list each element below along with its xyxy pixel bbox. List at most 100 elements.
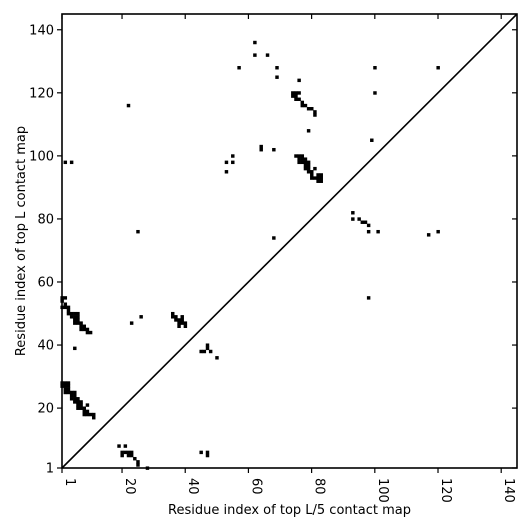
contact-point bbox=[294, 97, 298, 101]
x-tick-label: 80 bbox=[312, 478, 327, 495]
contact-point bbox=[66, 381, 71, 385]
x-tick-label: 140 bbox=[501, 478, 516, 503]
contact-point bbox=[237, 66, 241, 70]
contact-point bbox=[370, 138, 374, 142]
contact-point bbox=[63, 160, 68, 165]
contact-point bbox=[426, 233, 431, 237]
contact-point bbox=[357, 217, 361, 221]
contact-point bbox=[174, 315, 178, 319]
contact-point bbox=[66, 311, 71, 316]
contact-point bbox=[259, 147, 263, 152]
contact-point bbox=[85, 403, 90, 407]
contact-point bbox=[79, 400, 83, 404]
contact-point bbox=[79, 327, 83, 332]
contact-point bbox=[82, 324, 86, 328]
contact-point bbox=[183, 321, 188, 325]
y-tick-label: 1 bbox=[46, 462, 54, 477]
contact-point bbox=[76, 397, 80, 401]
contact-point bbox=[300, 103, 305, 108]
contact-point bbox=[123, 450, 128, 455]
contact-point bbox=[316, 176, 320, 180]
contact-point bbox=[66, 308, 71, 313]
contact-point bbox=[306, 166, 311, 171]
contact-point bbox=[73, 393, 77, 398]
contact-point bbox=[136, 463, 140, 467]
contact-point bbox=[69, 390, 74, 395]
contact-point bbox=[199, 450, 203, 455]
contact-point bbox=[208, 349, 213, 354]
contact-point bbox=[88, 412, 93, 417]
contact-point bbox=[66, 305, 71, 310]
contact-point bbox=[205, 450, 210, 455]
contact-point bbox=[231, 154, 235, 158]
diagonal-line bbox=[61, 13, 518, 469]
contact-point bbox=[306, 107, 311, 111]
contact-point bbox=[253, 40, 257, 45]
contact-point bbox=[126, 450, 131, 455]
contact-point bbox=[303, 157, 308, 161]
contact-point bbox=[297, 154, 301, 158]
contact-point bbox=[73, 321, 77, 325]
contact-point bbox=[73, 318, 77, 322]
contact-point bbox=[82, 409, 86, 414]
contact-markers bbox=[60, 40, 440, 470]
y-axis-label: Residue index of top L contact map bbox=[14, 126, 29, 356]
contact-point bbox=[174, 318, 178, 322]
contact-point bbox=[85, 412, 90, 417]
x-tick-label: 100 bbox=[375, 478, 390, 503]
contact-point bbox=[85, 409, 90, 414]
contact-point bbox=[373, 91, 377, 95]
contact-point bbox=[300, 157, 305, 161]
contact-point bbox=[205, 453, 210, 458]
contact-point bbox=[300, 100, 305, 105]
contact-point bbox=[297, 91, 301, 95]
contact-point bbox=[313, 176, 317, 180]
contact-point bbox=[63, 381, 68, 385]
contact-point bbox=[306, 129, 311, 133]
contact-point bbox=[275, 66, 279, 70]
contact-point bbox=[205, 343, 210, 347]
contact-point bbox=[82, 412, 86, 417]
contact-point bbox=[306, 163, 311, 168]
contact-point bbox=[129, 450, 134, 455]
contact-point bbox=[436, 66, 440, 70]
contact-point bbox=[313, 113, 317, 117]
contact-point bbox=[253, 53, 257, 57]
contact-point bbox=[215, 356, 219, 360]
contact-point bbox=[79, 321, 83, 325]
contact-point bbox=[63, 302, 68, 306]
contact-point bbox=[297, 78, 301, 83]
contact-point bbox=[79, 406, 83, 410]
contact-point bbox=[73, 390, 77, 395]
contact-point bbox=[303, 103, 308, 108]
contact-point bbox=[180, 318, 184, 322]
contact-point bbox=[177, 324, 181, 328]
contact-point bbox=[224, 170, 229, 174]
contact-point bbox=[319, 176, 323, 180]
contact-point bbox=[129, 321, 134, 325]
contact-point bbox=[351, 217, 355, 221]
contact-point bbox=[76, 315, 80, 319]
contact-point bbox=[202, 349, 207, 354]
contact-point bbox=[63, 305, 68, 310]
contact-point bbox=[300, 160, 305, 165]
contact-point bbox=[76, 403, 80, 407]
contact-point bbox=[436, 229, 440, 234]
contact-point bbox=[300, 154, 305, 158]
contact-point bbox=[297, 97, 301, 101]
contact-point bbox=[139, 315, 143, 319]
contact-point bbox=[73, 346, 77, 351]
contact-point bbox=[272, 236, 276, 240]
contact-point bbox=[316, 173, 320, 177]
contact-point bbox=[117, 444, 121, 448]
contact-point bbox=[69, 160, 74, 165]
contact-point bbox=[66, 390, 71, 395]
contact-point bbox=[199, 349, 203, 354]
contact-point bbox=[171, 311, 175, 316]
contact-point bbox=[310, 176, 314, 180]
contact-point bbox=[291, 94, 295, 98]
contact-point bbox=[79, 324, 83, 328]
contact-point bbox=[363, 220, 368, 224]
contact-point bbox=[297, 160, 301, 165]
contact-point bbox=[92, 412, 96, 417]
